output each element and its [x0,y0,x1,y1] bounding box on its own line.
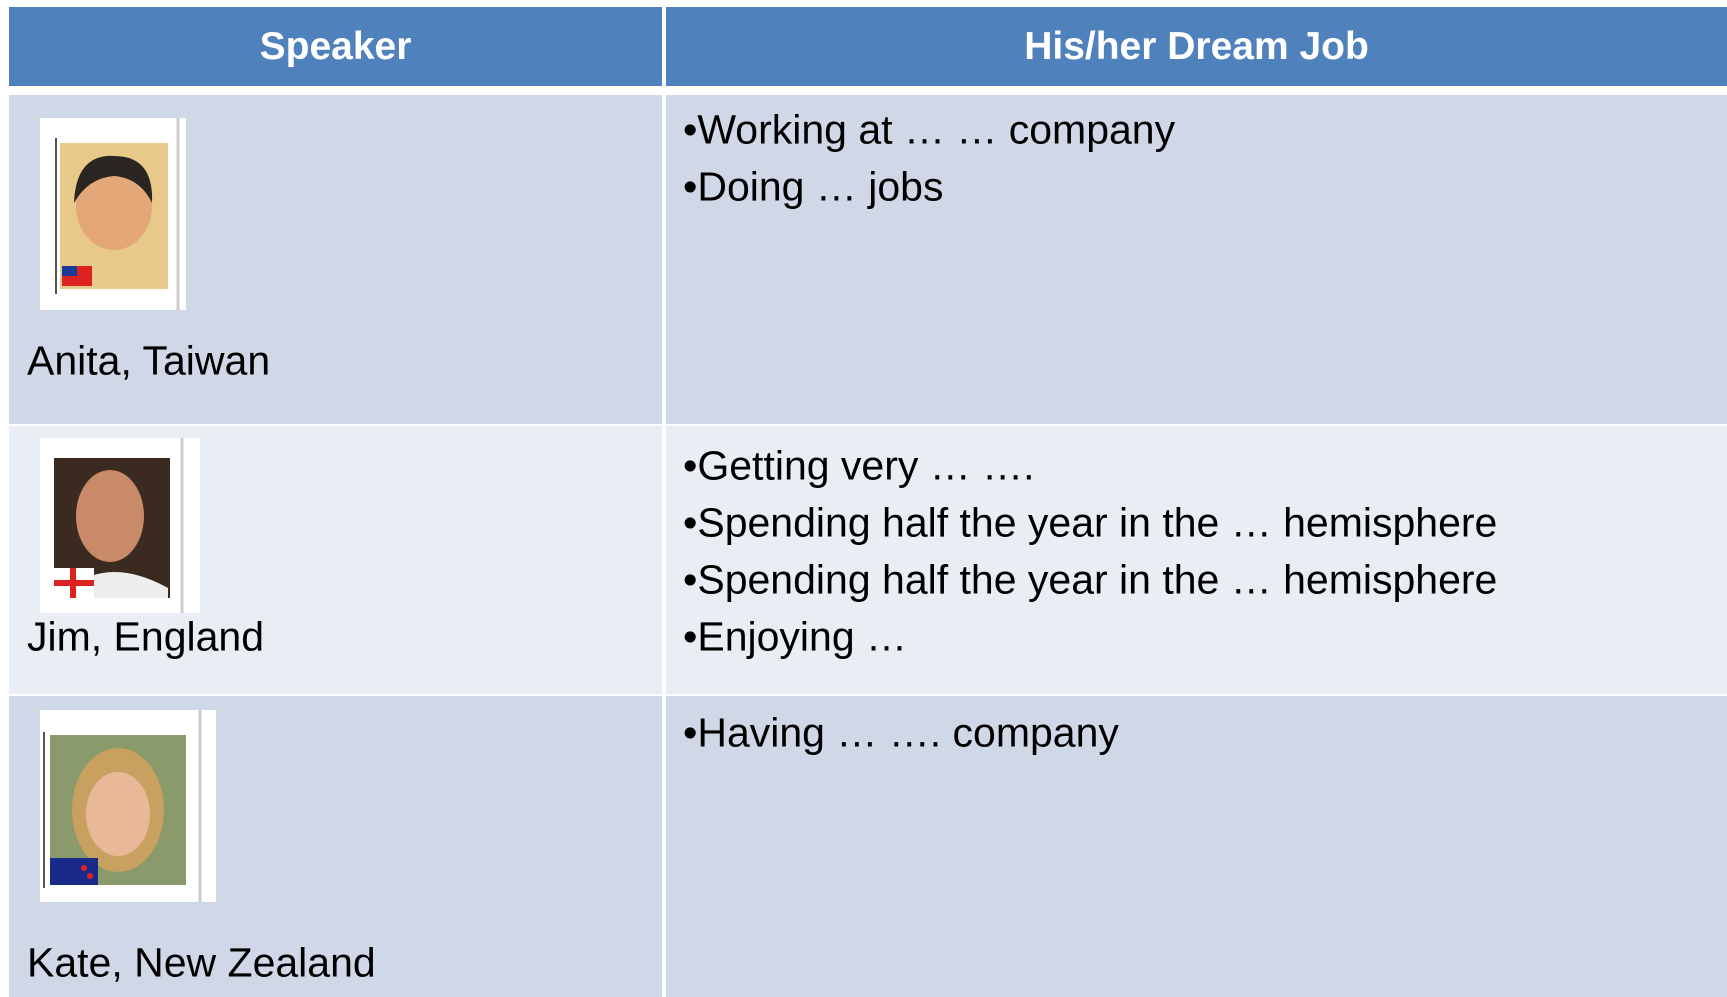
speaker-name: Kate, New Zealand [27,939,376,986]
header-text: Speaker [259,24,412,68]
photo [40,438,200,613]
job-item: •Working at … … company [683,106,1176,153]
job-item: •Getting very … …. [683,442,1035,489]
photo [40,118,186,310]
job-item: •Enjoying … [683,613,908,660]
cell [666,426,1727,694]
photo [40,710,216,902]
cell [666,95,1727,424]
speaker-name: Jim, England [27,613,265,660]
job-item: •Having … …. company [683,709,1119,756]
job-item: •Spending half the year in the … hemisph… [683,499,1498,546]
cell [666,696,1727,997]
speaker-name: Anita, Taiwan [27,337,271,384]
job-item: •Doing … jobs [683,163,944,210]
header-cell: Speaker [9,7,662,86]
header-cell: His/her Dream Job [666,7,1727,86]
job-item: •Spending half the year in the … hemisph… [683,556,1498,603]
header-text: His/her Dream Job [1024,24,1369,68]
